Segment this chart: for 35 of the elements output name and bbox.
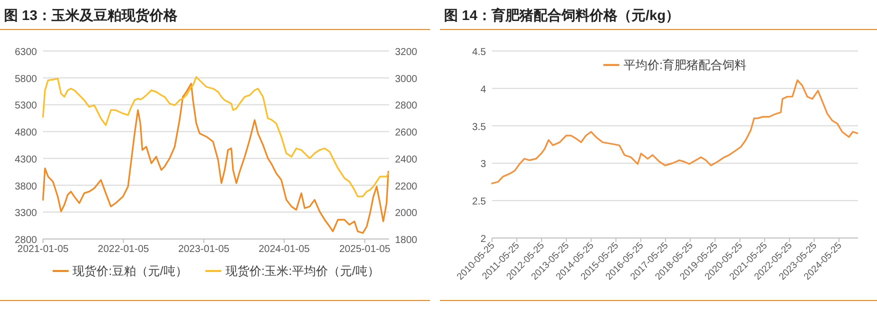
- y2-tick-label: 2600: [395, 128, 418, 139]
- x-tick-label: 2021-01-05: [17, 244, 70, 255]
- y-tick-label: 5800: [14, 74, 38, 85]
- y2-tick-label: 2200: [395, 181, 418, 192]
- y2-tick-label: 1800: [395, 235, 418, 246]
- y-tick-label: 2: [480, 234, 486, 245]
- line-series: [491, 79, 858, 184]
- y2-tick-label: 2800: [395, 100, 418, 112]
- x-tick-label: 2023-01-05: [178, 244, 230, 255]
- chart-title: 图 13：玉米及豆粕现货价格: [4, 7, 178, 25]
- y-tick-label: 3: [480, 159, 486, 170]
- y-tick-label: 4800: [14, 128, 38, 139]
- legend-label: 平均价:育肥猪配合饲料: [623, 58, 747, 72]
- y-tick-label: 5300: [14, 100, 38, 112]
- chart-title: 图 14：育肥猪配合饲料价格（元/kg）: [444, 7, 680, 25]
- y2-tick-label: 3200: [395, 47, 418, 58]
- y2-tick-label: 2000: [395, 208, 418, 220]
- y-tick-label: 6300: [14, 47, 38, 58]
- x-tick-label: 2022-01-05: [98, 244, 150, 255]
- legend-label: 现货价:豆粕（元/吨）: [72, 264, 188, 278]
- x-tick-label: 2024-01-05: [258, 244, 310, 255]
- y-tick-label: 3300: [14, 208, 38, 220]
- legend-label: 现货价:玉米:平均价（元/吨）: [225, 264, 380, 278]
- y-tick-label: 2800: [14, 235, 38, 246]
- y-tick-label: 3.5: [472, 122, 486, 133]
- y-tick-label: 4.5: [472, 47, 486, 58]
- y2-tick-label: 2400: [395, 154, 418, 166]
- y-tick-label: 4: [480, 84, 486, 96]
- y-tick-label: 2.5: [472, 196, 486, 208]
- y-tick-label: 3800: [14, 181, 38, 192]
- y-tick-label: 4300: [14, 154, 38, 166]
- x-tick-label: 2025-01-05: [339, 244, 391, 255]
- y2-tick-label: 3000: [395, 74, 418, 85]
- line-series: [42, 82, 390, 234]
- line-series: [42, 76, 390, 198]
